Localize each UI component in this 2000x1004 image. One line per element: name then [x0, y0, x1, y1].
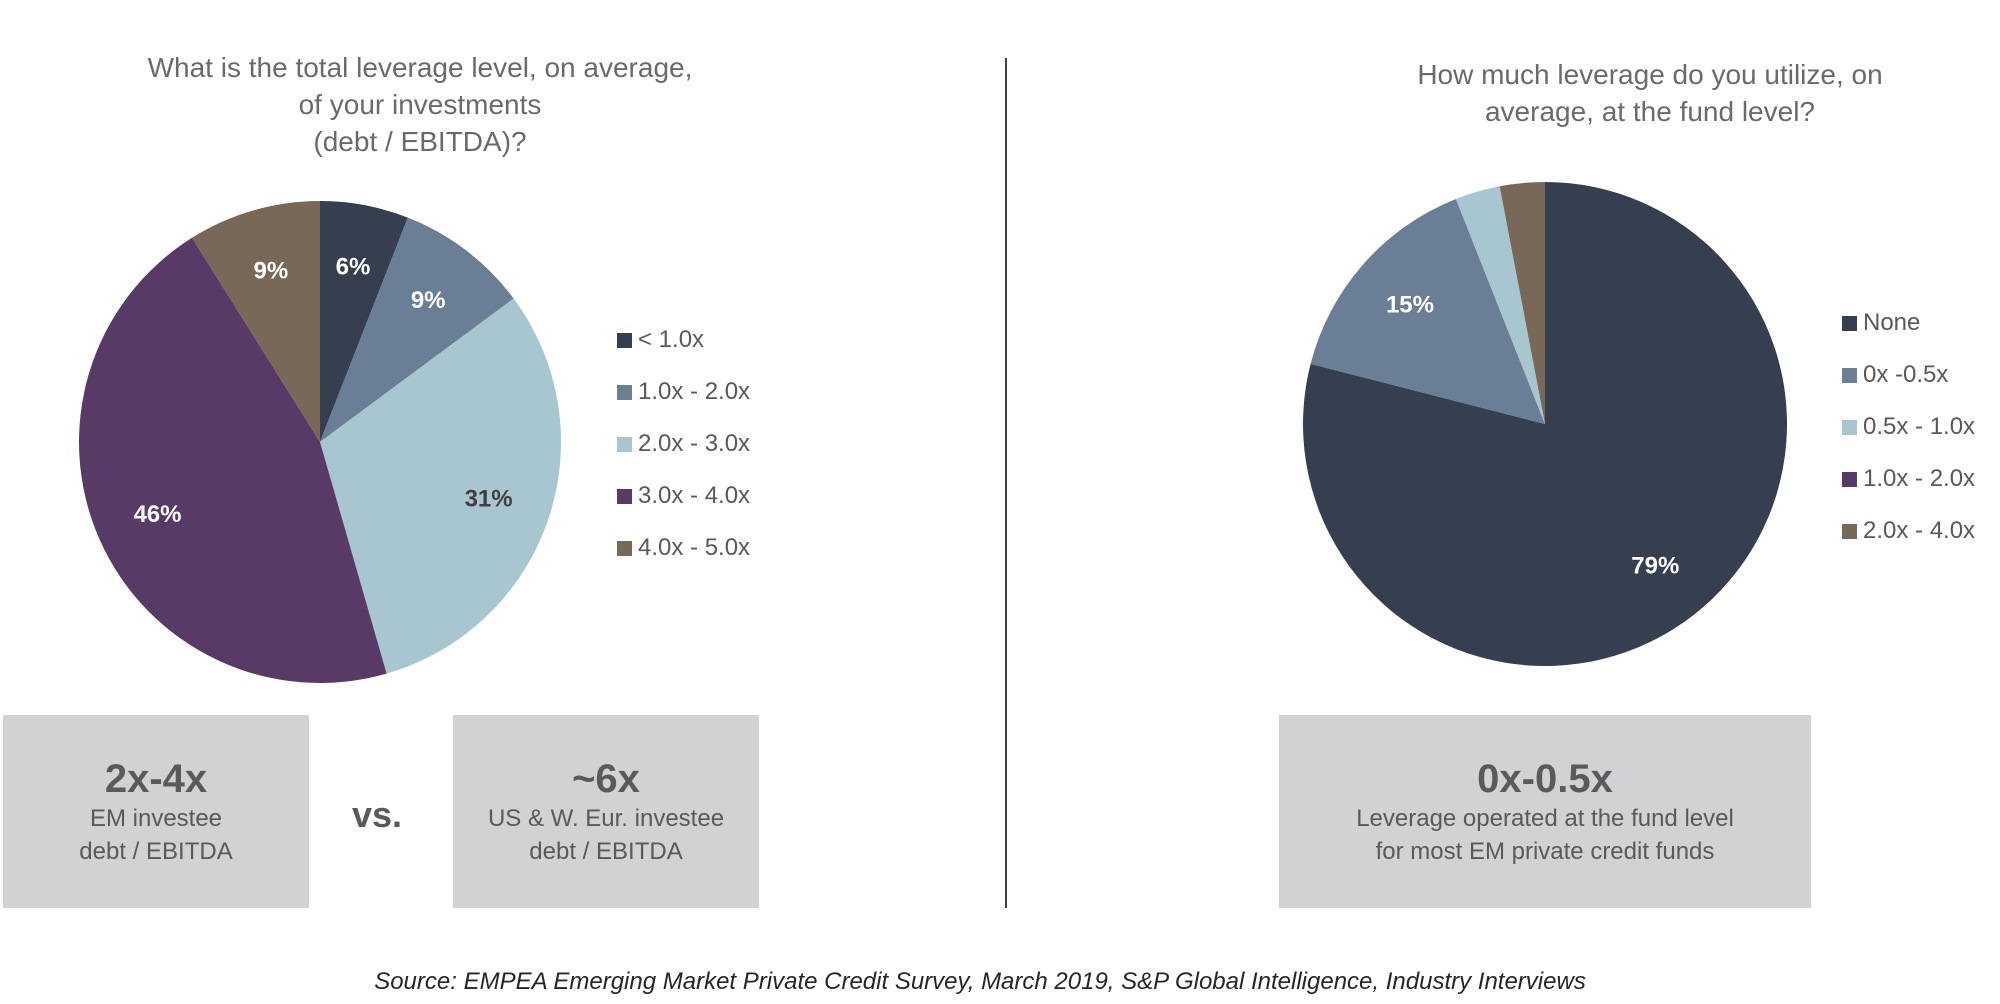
left-slice-label-1-0x-2-0x: 9% — [411, 287, 446, 314]
left-slice-label-3-0x-4-0x: 46% — [133, 501, 181, 528]
left-legend-label: 2.0x - 3.0x — [638, 430, 751, 457]
left-legend-label: < 1.0x — [638, 326, 705, 353]
left-legend-label: 4.0x - 5.0x — [638, 534, 751, 561]
panel-divider — [1005, 58, 1007, 908]
right-legend-swatch — [1842, 315, 1857, 331]
fund-leverage-callout: 0x-0.5x Leverage operated at the fund le… — [1279, 715, 1811, 908]
left-legend-item-2-0x-3-0x: 2.0x - 3.0x — [617, 418, 750, 470]
right-slice-2-0x-4-0x — [1499, 182, 1545, 424]
right-legend-swatch — [1842, 419, 1857, 435]
right-legend-label: None — [1863, 309, 1921, 336]
right-slice-0-5x-1-0x — [1455, 186, 1545, 424]
left-legend: < 1.0x 1.0x - 2.0x 2.0x - 3.0x 3.0x - 4.0x 4… — [617, 314, 750, 574]
left-legend-swatch — [617, 384, 632, 400]
left-title-line-2: of your investments — [298, 89, 542, 120]
right-slice-label-none: 79% — [1631, 553, 1679, 580]
source-note: Source: EMPEA Emerging Market Private Cr… — [374, 968, 1586, 995]
right-pie-chart: 79% 15% — [1303, 182, 1787, 666]
left-pie-chart: 6% 9% 31% 46% 9% — [78, 201, 561, 684]
left-legend-item-1-0x-2-0x: 1.0x - 2.0x — [617, 366, 750, 418]
left-legend-swatch — [617, 436, 632, 452]
left-slice-3-0x-4-0x — [78, 237, 387, 684]
left-title-line-3: (debt / EBITDA)? — [313, 126, 527, 157]
left-slice-label-4-0x-5-0x: 9% — [253, 257, 288, 284]
em-leverage-value: 2x-4x — [104, 756, 208, 801]
left-slice-1-0x — [320, 201, 408, 442]
right-legend-swatch — [1842, 471, 1857, 487]
left-legend-item-1-0x: < 1.0x — [617, 314, 750, 366]
right-legend-item-none: None — [1842, 297, 1975, 349]
left-slice-label-1-0x: 6% — [336, 254, 371, 281]
right-legend-item-0-5x-1-0x: 0.5x - 1.0x — [1842, 401, 1975, 453]
left-legend-item-3-0x-4-0x: 3.0x - 4.0x — [617, 470, 750, 522]
right-legend-label: 0x -0.5x — [1863, 361, 1949, 388]
us-eur-leverage-desc-2: debt / EBITDA — [529, 837, 683, 865]
fund-leverage-desc-1: Leverage operated at the fund level — [1356, 804, 1734, 832]
left-slice-label-2-0x-3-0x: 31% — [465, 486, 513, 513]
right-legend-swatch — [1842, 523, 1857, 539]
left-slice-4-0x-5-0x — [192, 201, 320, 442]
right-legend-item-1-0x-2-0x: 1.0x - 2.0x — [1842, 453, 1975, 505]
right-legend-item-0x-0-5x: 0x -0.5x — [1842, 349, 1975, 401]
em-leverage-desc-1: EM investee — [89, 804, 223, 832]
left-chart-title: What is the total leverage level, on ave… — [60, 49, 780, 160]
us-eur-leverage-callout: ~6x US & W. Eur. investee debt / EBITDA — [453, 715, 759, 908]
right-legend-label: 0.5x - 1.0x — [1863, 413, 1976, 440]
left-title-line-1: What is the total leverage level, on ave… — [147, 52, 693, 83]
fund-leverage-desc-2: for most EM private credit funds — [1375, 837, 1715, 865]
right-title-line-2: average, at the fund level? — [1484, 96, 1815, 127]
right-slice-0x-0-5x — [1310, 198, 1545, 424]
left-legend-swatch — [617, 488, 632, 504]
left-legend-label: 3.0x - 4.0x — [638, 482, 751, 509]
right-legend-label: 1.0x - 2.0x — [1863, 465, 1976, 492]
left-legend-label: 1.0x - 2.0x — [638, 378, 751, 405]
em-leverage-desc-2: debt / EBITDA — [79, 837, 233, 865]
right-chart-title: How much leverage do you utilize, on ave… — [1290, 56, 2000, 130]
right-legend-item-2-0x-4-0x: 2.0x - 4.0x — [1842, 505, 1975, 557]
fund-leverage-value: 0x-0.5x — [1477, 756, 1613, 801]
left-legend-swatch — [617, 540, 632, 556]
left-legend-swatch — [617, 332, 632, 348]
us-eur-leverage-value: ~6x — [572, 756, 640, 801]
right-slice-label-0x-0-5x: 15% — [1386, 291, 1434, 318]
left-legend-item-4-0x-5-0x: 4.0x - 5.0x — [617, 522, 750, 574]
us-eur-leverage-desc-1: US & W. Eur. investee — [487, 804, 725, 832]
right-legend: None 0x -0.5x 0.5x - 1.0x 1.0x - 2.0x 2.0x -… — [1842, 297, 1975, 557]
right-title-line-1: How much leverage do you utilize, on — [1417, 59, 1883, 90]
left-slice-2-0x-3-0x — [320, 298, 561, 674]
vs-label: vs. — [352, 794, 403, 835]
right-legend-swatch — [1842, 367, 1857, 383]
left-slice-1-0x-2-0x — [320, 217, 514, 442]
em-leverage-callout: 2x-4x EM investee debt / EBITDA — [3, 715, 309, 908]
right-legend-label: 2.0x - 4.0x — [1863, 517, 1976, 544]
